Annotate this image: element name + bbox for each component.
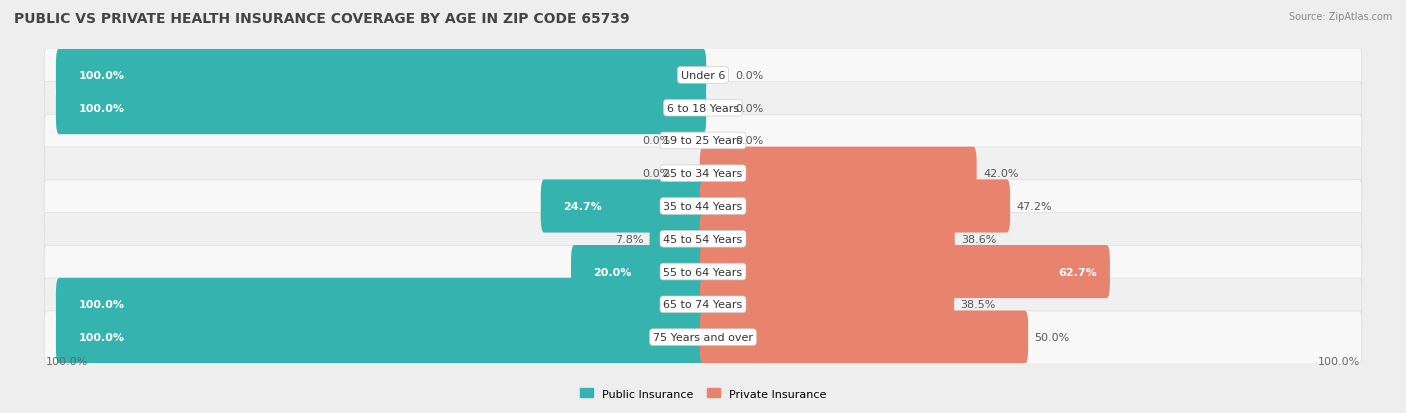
Text: 75 Years and over: 75 Years and over <box>652 332 754 342</box>
Text: 35 to 44 Years: 35 to 44 Years <box>664 202 742 211</box>
FancyBboxPatch shape <box>700 213 955 266</box>
FancyBboxPatch shape <box>700 180 1010 233</box>
FancyBboxPatch shape <box>700 147 977 200</box>
FancyBboxPatch shape <box>45 115 1361 167</box>
FancyBboxPatch shape <box>650 213 706 266</box>
Text: 19 to 25 Years: 19 to 25 Years <box>664 136 742 146</box>
FancyBboxPatch shape <box>45 311 1361 363</box>
Text: 100.0%: 100.0% <box>79 332 125 342</box>
Text: 38.5%: 38.5% <box>960 299 995 310</box>
FancyBboxPatch shape <box>571 245 706 298</box>
Text: 50.0%: 50.0% <box>1035 332 1070 342</box>
FancyBboxPatch shape <box>56 82 706 135</box>
Text: 0.0%: 0.0% <box>643 136 671 146</box>
Text: 100.0%: 100.0% <box>46 356 89 366</box>
Text: 55 to 64 Years: 55 to 64 Years <box>664 267 742 277</box>
Text: 38.6%: 38.6% <box>962 234 997 244</box>
Text: Under 6: Under 6 <box>681 71 725 81</box>
Text: 100.0%: 100.0% <box>79 103 125 114</box>
Text: 100.0%: 100.0% <box>1317 356 1360 366</box>
Text: 7.8%: 7.8% <box>614 234 643 244</box>
FancyBboxPatch shape <box>700 278 955 331</box>
Text: 0.0%: 0.0% <box>735 136 763 146</box>
Text: 100.0%: 100.0% <box>79 299 125 310</box>
Legend: Public Insurance, Private Insurance: Public Insurance, Private Insurance <box>579 388 827 399</box>
Text: 65 to 74 Years: 65 to 74 Years <box>664 299 742 310</box>
Text: 20.0%: 20.0% <box>593 267 631 277</box>
Text: 0.0%: 0.0% <box>643 169 671 179</box>
Text: 0.0%: 0.0% <box>735 103 763 114</box>
FancyBboxPatch shape <box>700 311 1028 364</box>
Text: 47.2%: 47.2% <box>1017 202 1052 211</box>
Text: 45 to 54 Years: 45 to 54 Years <box>664 234 742 244</box>
Text: PUBLIC VS PRIVATE HEALTH INSURANCE COVERAGE BY AGE IN ZIP CODE 65739: PUBLIC VS PRIVATE HEALTH INSURANCE COVER… <box>14 12 630 26</box>
FancyBboxPatch shape <box>56 278 706 331</box>
FancyBboxPatch shape <box>700 245 1109 298</box>
Text: 0.0%: 0.0% <box>735 71 763 81</box>
Text: Source: ZipAtlas.com: Source: ZipAtlas.com <box>1288 12 1392 22</box>
Text: 100.0%: 100.0% <box>79 71 125 81</box>
FancyBboxPatch shape <box>45 278 1361 331</box>
Text: 42.0%: 42.0% <box>983 169 1018 179</box>
FancyBboxPatch shape <box>541 180 706 233</box>
FancyBboxPatch shape <box>45 180 1361 233</box>
Text: 25 to 34 Years: 25 to 34 Years <box>664 169 742 179</box>
FancyBboxPatch shape <box>45 148 1361 200</box>
FancyBboxPatch shape <box>45 246 1361 298</box>
FancyBboxPatch shape <box>45 50 1361 102</box>
Text: 24.7%: 24.7% <box>564 202 602 211</box>
Text: 6 to 18 Years: 6 to 18 Years <box>666 103 740 114</box>
FancyBboxPatch shape <box>56 311 706 364</box>
FancyBboxPatch shape <box>45 213 1361 266</box>
FancyBboxPatch shape <box>45 82 1361 135</box>
FancyBboxPatch shape <box>56 49 706 102</box>
Text: 62.7%: 62.7% <box>1059 267 1097 277</box>
